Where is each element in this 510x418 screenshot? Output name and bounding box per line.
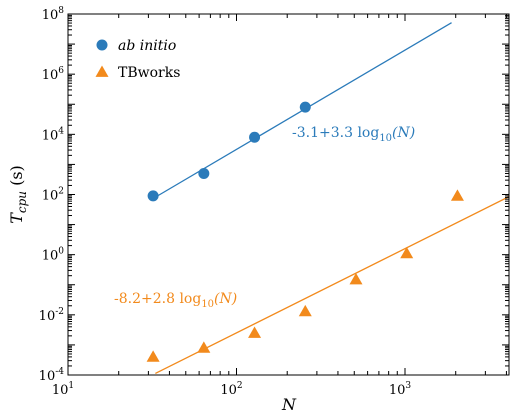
y-tick-label: 10-4 <box>39 367 65 384</box>
data-point-circle <box>249 131 261 143</box>
data-point-triangle <box>450 189 464 201</box>
y-tick-label: 104 <box>42 126 65 143</box>
legend-label: TBworks <box>118 65 180 81</box>
y-tick-label: 108 <box>42 6 65 23</box>
x-tick-label: 102 <box>220 381 242 398</box>
y-tick-label: 102 <box>42 187 64 204</box>
data-point-circle <box>147 190 159 202</box>
data-point-triangle <box>349 272 363 285</box>
legend-label: ab initio <box>118 38 176 54</box>
legend-marker-circle <box>96 39 108 51</box>
x-axis-label: N <box>281 395 297 414</box>
fit-label-series-0: -3.1+3.3 log10(N) <box>292 125 415 144</box>
data-point-triangle <box>197 341 211 353</box>
y-axis-label: Tcpu (s) <box>7 165 29 224</box>
data-point-triangle <box>248 326 262 338</box>
fit-label-series-1: -8.2+2.8 log10(N) <box>114 291 237 310</box>
data-point-circle <box>198 167 210 179</box>
data-point-circle <box>299 101 311 113</box>
legend-marker-triangle <box>95 65 109 77</box>
y-tick-label: 10-2 <box>39 307 64 324</box>
fit-line-series-1 <box>155 195 509 375</box>
x-tick-label: 101 <box>52 381 74 398</box>
y-tick-label: 106 <box>42 66 65 83</box>
legend: ab initio TBworks <box>95 38 180 81</box>
labels-layer: 101 102 103 10-4 10-2 100 102 104 106 108 N Tcpu (s… <box>7 6 415 414</box>
ticks-layer <box>67 13 509 376</box>
data-point-triangle <box>400 246 414 259</box>
data-point-triangle <box>146 350 160 362</box>
x-tick-label: 103 <box>389 381 412 398</box>
y-tick-label: 100 <box>42 247 65 264</box>
data-point-triangle <box>298 304 312 317</box>
data-marks-layer <box>146 101 464 362</box>
